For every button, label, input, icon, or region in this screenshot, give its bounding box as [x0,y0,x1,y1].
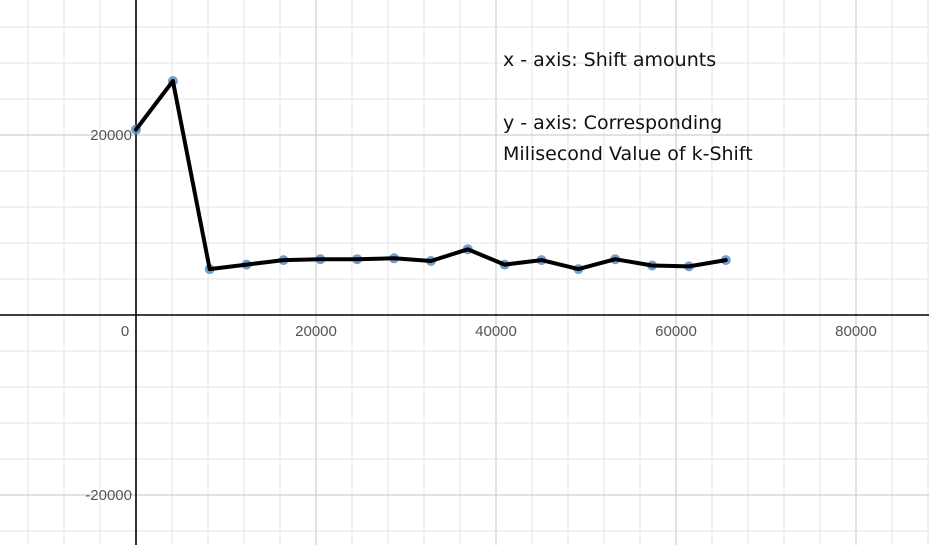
y-tick-label: 20000 [90,127,132,144]
annotation-y-axis-cont: Milisecond Value of k-Shift [503,143,753,165]
x-tick-label: 40000 [475,323,517,340]
x-tick-label: 60000 [655,323,697,340]
annotation-text: x - axis: Shift amounts y - axis: Corres… [503,49,753,165]
data-series [131,76,731,275]
x-tick-label: 80000 [835,323,877,340]
series-line [134,79,728,272]
x-tick-labels: 0 20000 40000 60000 80000 [121,323,877,340]
y-tick-labels: 20000 -20000 [85,127,132,504]
y-tick-label: -20000 [85,487,132,504]
annotation-y-axis: y - axis: Corresponding [503,112,722,134]
x-tick-label: 20000 [295,323,337,340]
annotation-x-axis: x - axis: Shift amounts [503,49,716,71]
x-tick-label: 0 [121,323,129,340]
